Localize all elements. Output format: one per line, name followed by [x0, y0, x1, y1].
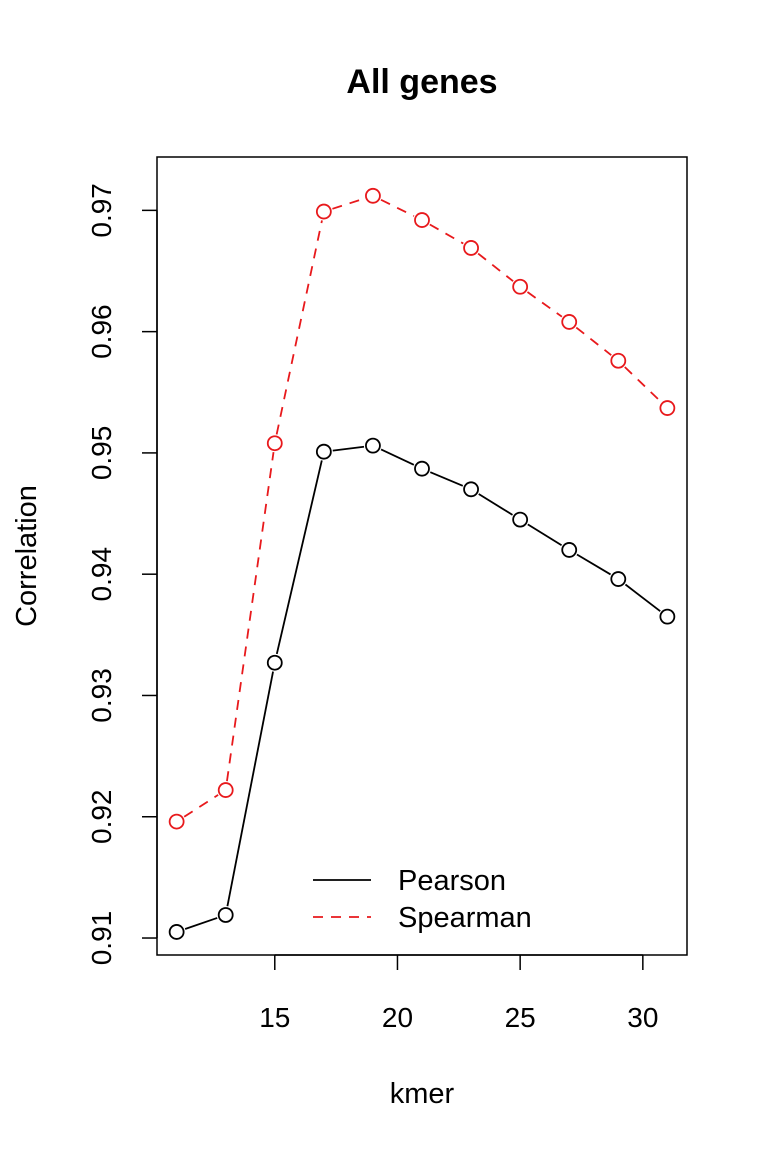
series-0-segment — [527, 523, 563, 546]
series-0-segment — [624, 583, 661, 612]
y-axis: 0.91 0.92 0.93 0.94 0.95 0.96 0.97 — [86, 183, 158, 966]
series-1-point — [561, 314, 578, 330]
series-1-segment — [575, 326, 612, 356]
x-tick-label: 25 — [505, 1002, 536, 1033]
series-0-point — [217, 907, 234, 923]
series-0-point — [512, 511, 529, 528]
y-axis-label: Correlation — [11, 485, 43, 627]
legend-label-1: Spearman — [398, 902, 532, 934]
series-0-point — [659, 608, 676, 625]
series-0-point — [168, 924, 185, 940]
x-tick-label: 30 — [627, 1002, 658, 1033]
y-tick-label: 0.91 — [86, 911, 117, 966]
x-axis: 15 20 25 30 — [259, 954, 658, 1033]
series-1-point — [266, 435, 283, 452]
series-lines — [183, 197, 662, 930]
series-0-point — [561, 542, 578, 558]
chart-title: All genes — [346, 63, 497, 101]
series-0-point — [315, 443, 332, 460]
y-tick-label: 0.95 — [86, 426, 117, 481]
series-0-segment — [226, 671, 274, 907]
series-0-segment — [576, 553, 612, 576]
series-1-segment — [275, 220, 323, 435]
series-0-point — [610, 571, 627, 587]
x-tick-label: 20 — [382, 1002, 413, 1033]
series-1-segment — [226, 451, 275, 782]
series-1-point — [365, 187, 381, 204]
series-1-point — [610, 352, 627, 369]
y-tick-label: 0.96 — [86, 304, 117, 359]
series-1-point — [217, 782, 234, 798]
y-tick-label: 0.92 — [86, 789, 117, 844]
series-1-segment — [526, 291, 563, 318]
series-0-segment — [429, 471, 464, 487]
plot-frame — [156, 156, 688, 956]
legend: Pearson Spearman — [313, 865, 532, 934]
series-1-point — [168, 813, 185, 830]
series-1-point — [512, 278, 529, 295]
series-0-segment — [380, 448, 415, 466]
series-1-segment — [624, 366, 662, 403]
series-0-segment — [275, 460, 323, 655]
y-tick-label: 0.93 — [86, 668, 117, 723]
series-0-point — [414, 460, 430, 477]
series-0-point — [365, 437, 381, 454]
x-tick-label: 15 — [259, 1002, 290, 1033]
series-points — [168, 187, 676, 940]
legend-label-0: Pearson — [398, 865, 506, 897]
series-1-segment — [332, 197, 365, 210]
series-0-point — [266, 654, 283, 671]
series-1-point — [659, 400, 676, 416]
series-0-point — [463, 481, 479, 498]
x-axis-label: kmer — [390, 1078, 455, 1110]
series-1-segment — [477, 252, 514, 282]
y-tick-label: 0.97 — [86, 183, 117, 238]
series-1-segment — [429, 223, 464, 245]
series-0-segment — [478, 493, 513, 516]
series-0-segment — [332, 445, 365, 452]
series-1-segment — [380, 198, 415, 217]
y-tick-label: 0.94 — [86, 547, 117, 602]
series-1-point — [315, 203, 332, 220]
series-1-point — [463, 240, 479, 256]
series-1-segment — [183, 794, 219, 818]
series-1-point — [414, 212, 430, 228]
series-0-segment — [184, 917, 218, 930]
